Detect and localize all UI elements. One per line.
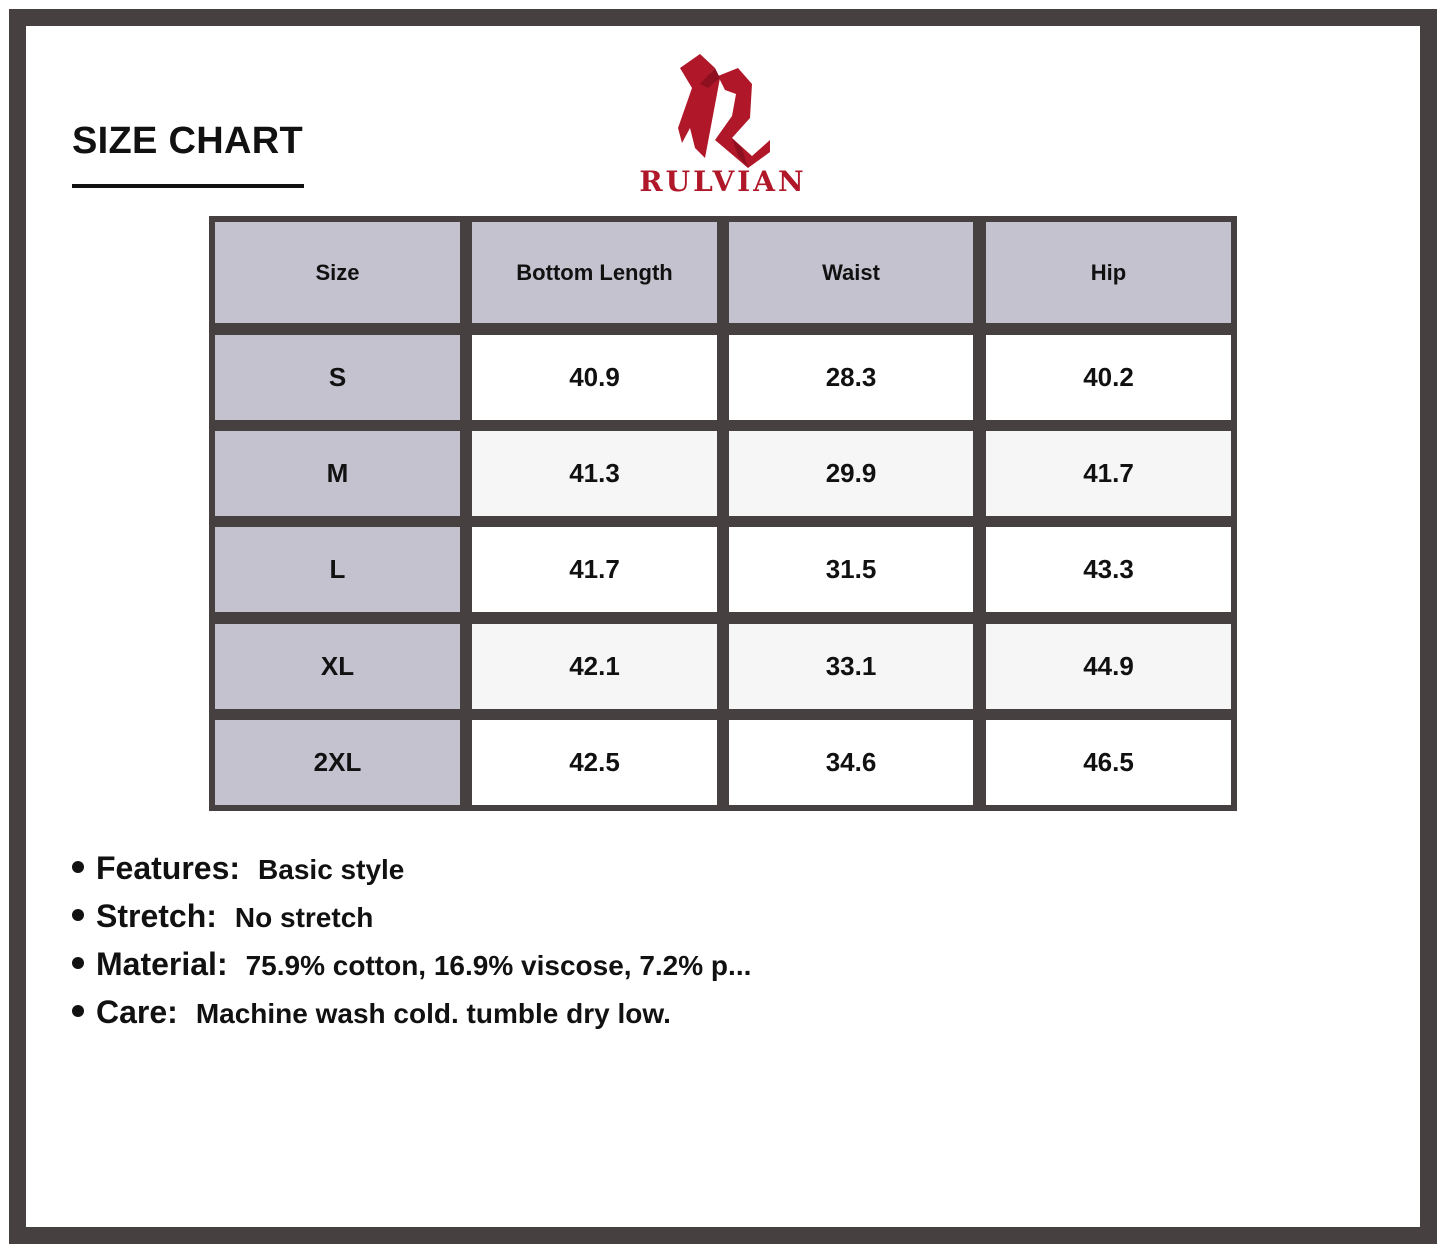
bullet-icon: [72, 861, 84, 873]
cell-bottom-length: 42.1: [472, 624, 717, 709]
brand-name: RULVIAN: [639, 165, 807, 198]
cell-size: L: [215, 527, 460, 612]
cell-bottom-length: 41.3: [472, 431, 717, 516]
note-value: No stretch: [234, 902, 374, 933]
note-value: Machine wash cold. tumble dry low.: [195, 998, 671, 1029]
header-hip: Hip: [986, 222, 1231, 323]
cell-hip: 44.9: [986, 624, 1231, 709]
header-waist: Waist: [729, 222, 973, 323]
note-label: Care:: [96, 994, 178, 1030]
cell-hip: 41.7: [986, 431, 1231, 516]
header-size: Size: [215, 222, 460, 323]
bullet-icon: [72, 957, 84, 969]
size-table: Size Bottom Length Waist Hip S 40.9 28.3 40…: [209, 216, 1237, 811]
note-value: 75.9% cotton, 16.9% viscose, 7.2% p...: [245, 950, 752, 981]
cell-waist: 28.3: [729, 335, 973, 420]
note-material: Material: 75.9% cotton, 16.9% viscose, 7.…: [72, 946, 751, 994]
cell-bottom-length: 42.5: [472, 720, 717, 805]
note-label: Stretch:: [96, 898, 217, 934]
title-underline: [72, 184, 304, 188]
cell-bottom-length: 40.9: [472, 335, 717, 420]
cell-waist: 34.6: [729, 720, 973, 805]
note-care: Care: Machine wash cold. tumble dry low.: [72, 994, 751, 1042]
cell-waist: 29.9: [729, 431, 973, 516]
cell-hip: 43.3: [986, 527, 1231, 612]
brand-logo-icon: [678, 54, 770, 168]
note-value: Basic style: [258, 854, 405, 885]
note-label: Material:: [96, 946, 228, 982]
header-bottom-length: Bottom Length: [472, 222, 717, 323]
cell-bottom-length: 41.7: [472, 527, 717, 612]
page-title: SIZE CHART: [72, 120, 303, 162]
cell-hip: 46.5: [986, 720, 1231, 805]
note-label: Features:: [96, 850, 241, 886]
cell-size: S: [215, 335, 460, 420]
bullet-icon: [72, 909, 84, 921]
cell-hip: 40.2: [986, 335, 1231, 420]
product-notes: Features: Basic style Stretch: No stretch …: [72, 850, 751, 1042]
cell-size: 2XL: [215, 720, 460, 805]
cell-size: M: [215, 431, 460, 516]
note-features: Features: Basic style: [72, 850, 751, 898]
note-stretch: Stretch: No stretch: [72, 898, 751, 946]
cell-waist: 33.1: [729, 624, 973, 709]
cell-size: XL: [215, 624, 460, 709]
bullet-icon: [72, 1005, 84, 1017]
cell-waist: 31.5: [729, 527, 973, 612]
